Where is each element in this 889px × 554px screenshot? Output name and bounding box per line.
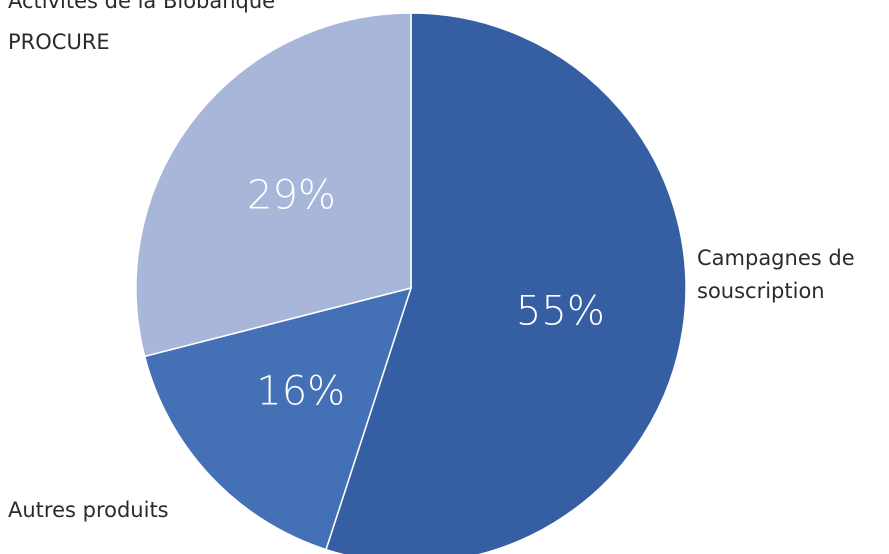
pie-slice-2 [143, 286, 413, 551]
percent-label-2: 16% [256, 369, 345, 415]
label-autres-line-1: Autres produits [8, 498, 169, 522]
label-activites-line-2: PROCURE [8, 30, 110, 54]
percent-label-3: 29% [247, 172, 336, 218]
label-campagnes-line-1: Campagnes de [697, 246, 855, 270]
percent-label-1: 55% [516, 289, 605, 335]
pie-slices [135, 12, 687, 554]
label-campagnes-line-2: souscription [697, 279, 825, 303]
pie-slice-1 [325, 12, 687, 554]
label-activites-biobanque: Activités de la Biobanque PROCURE [8, 0, 282, 54]
label-campagnes-de-souscription: Campagnes de souscription [697, 246, 861, 303]
label-activites-line-1: Activités de la Biobanque [8, 0, 275, 13]
pie-slice-3 [135, 12, 412, 358]
percent-labels: 55% 16% 29% [247, 172, 605, 414]
label-autres-produits: Autres produits [8, 498, 169, 522]
